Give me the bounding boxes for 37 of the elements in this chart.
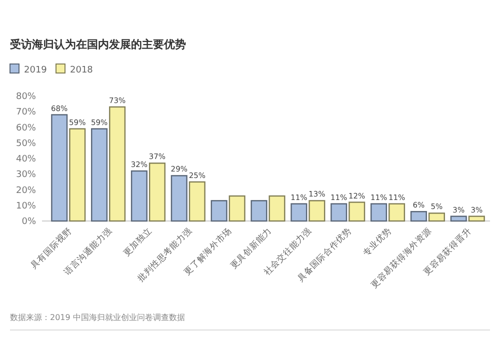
y-tick-label: 0%: [22, 217, 36, 227]
bar: [370, 203, 388, 222]
bar: [308, 200, 326, 222]
bar: [348, 202, 366, 222]
bar: [468, 216, 485, 222]
bar: [290, 203, 308, 222]
bar: [250, 200, 268, 222]
source-note: 数据来源：2019 中国海归就业创业问卷调查数据: [10, 313, 185, 322]
y-tick-label: 20%: [16, 186, 36, 196]
bar: [410, 211, 427, 222]
bar: [388, 203, 406, 222]
bar: [91, 128, 108, 222]
x-tick-label: 更加独立: [121, 225, 154, 259]
y-tick-label: 10%: [16, 201, 36, 212]
bar: [148, 162, 166, 222]
x-tick-label: 专业优势: [360, 225, 394, 259]
y-tick-label: 70%: [16, 108, 36, 118]
bar: [268, 195, 286, 222]
y-tick-label: 30%: [16, 170, 36, 180]
bar: [428, 212, 445, 222]
y-tick-label: 40%: [16, 154, 36, 164]
bar: [109, 106, 126, 222]
legend-label: 2018: [70, 66, 94, 76]
bar: [170, 175, 188, 222]
legend-label: 2019: [24, 66, 48, 76]
chart-title: 受访海归认为在国内发展的主要优势: [9, 38, 186, 51]
bar: [210, 200, 228, 222]
y-tick-label: 60%: [16, 123, 36, 134]
bar: [188, 181, 206, 222]
bar: [130, 170, 148, 222]
bar: [330, 203, 348, 222]
bar: [228, 195, 246, 222]
y-tick-label: 50%: [16, 138, 36, 149]
bar: [69, 128, 86, 222]
bar: [450, 216, 467, 222]
y-tick-label: 80%: [16, 92, 36, 102]
bar: [51, 114, 68, 222]
